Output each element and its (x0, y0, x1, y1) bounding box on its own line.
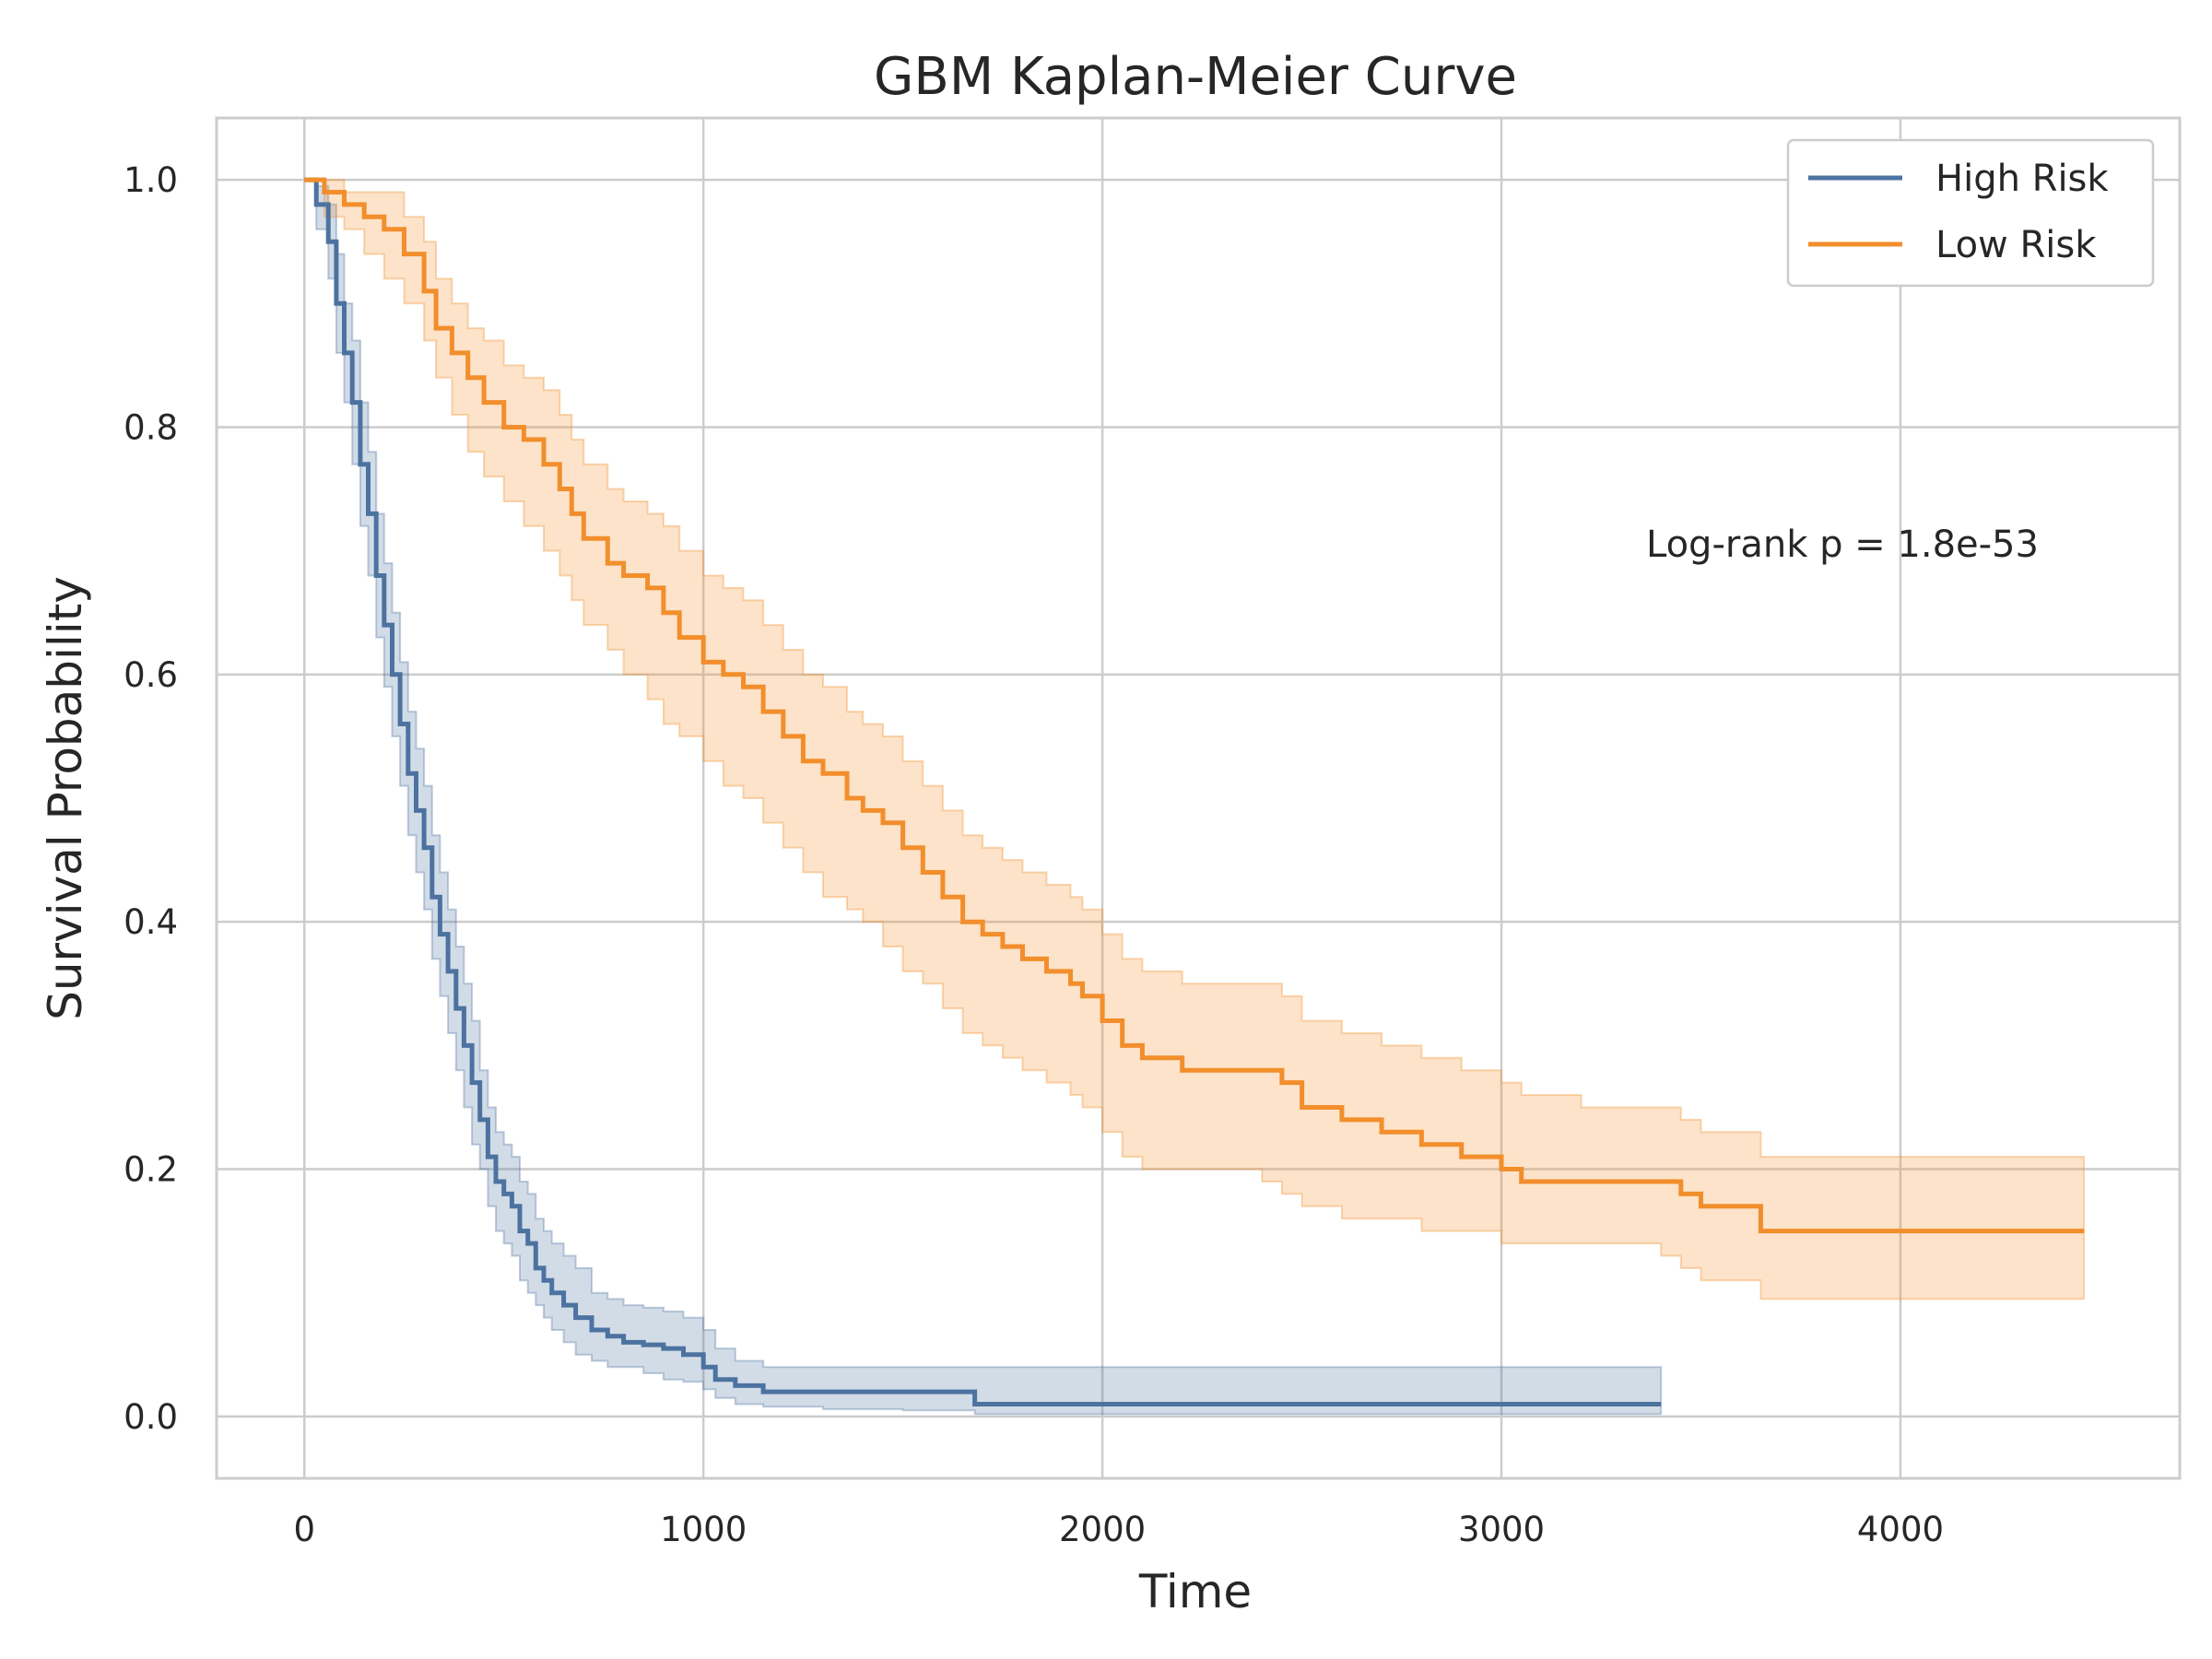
chart-title: GBM Kaplan-Meier Curve (874, 47, 1517, 107)
axes-frame (215, 116, 2182, 1480)
tick-labels: 0 1000 2000 3000 4000 0.0 0.2 0.4 0.6 0.8 1.0 (124, 160, 1944, 1549)
x-tick-label: 4000 (1857, 1510, 1944, 1549)
survival-line-high-risk (304, 177, 1662, 1406)
legend-label-high-risk: High Risk (1936, 158, 2109, 200)
y-tick-label: 1.0 (124, 160, 178, 200)
x-tick-label: 3000 (1458, 1510, 1545, 1549)
survival-curves (304, 177, 2085, 1406)
y-tick-label: 0.6 (124, 655, 178, 695)
legend-label-low-risk: Low Risk (1936, 224, 2097, 266)
ci-band-high-risk (304, 179, 1663, 1416)
y-tick-label: 0.0 (124, 1397, 178, 1437)
y-tick-label: 0.4 (124, 902, 178, 942)
ci-band-low-risk (304, 179, 2086, 1300)
survival-line-low-risk (304, 177, 2085, 1234)
x-tick-label: 1000 (660, 1510, 747, 1549)
x-tick-label: 0 (293, 1510, 315, 1549)
y-tick-label: 0.2 (124, 1150, 178, 1190)
y-axis-label: Survival Probability (39, 576, 92, 1020)
y-tick-label: 0.8 (124, 407, 178, 447)
x-tick-label: 2000 (1059, 1510, 1146, 1549)
logrank-annotation: Log-rank p = 1.8e-53 (1646, 524, 2039, 566)
confidence-bands (304, 179, 2086, 1416)
x-axis-label: Time (1138, 1565, 1252, 1618)
legend: High Risk Low Risk (1786, 138, 2155, 288)
